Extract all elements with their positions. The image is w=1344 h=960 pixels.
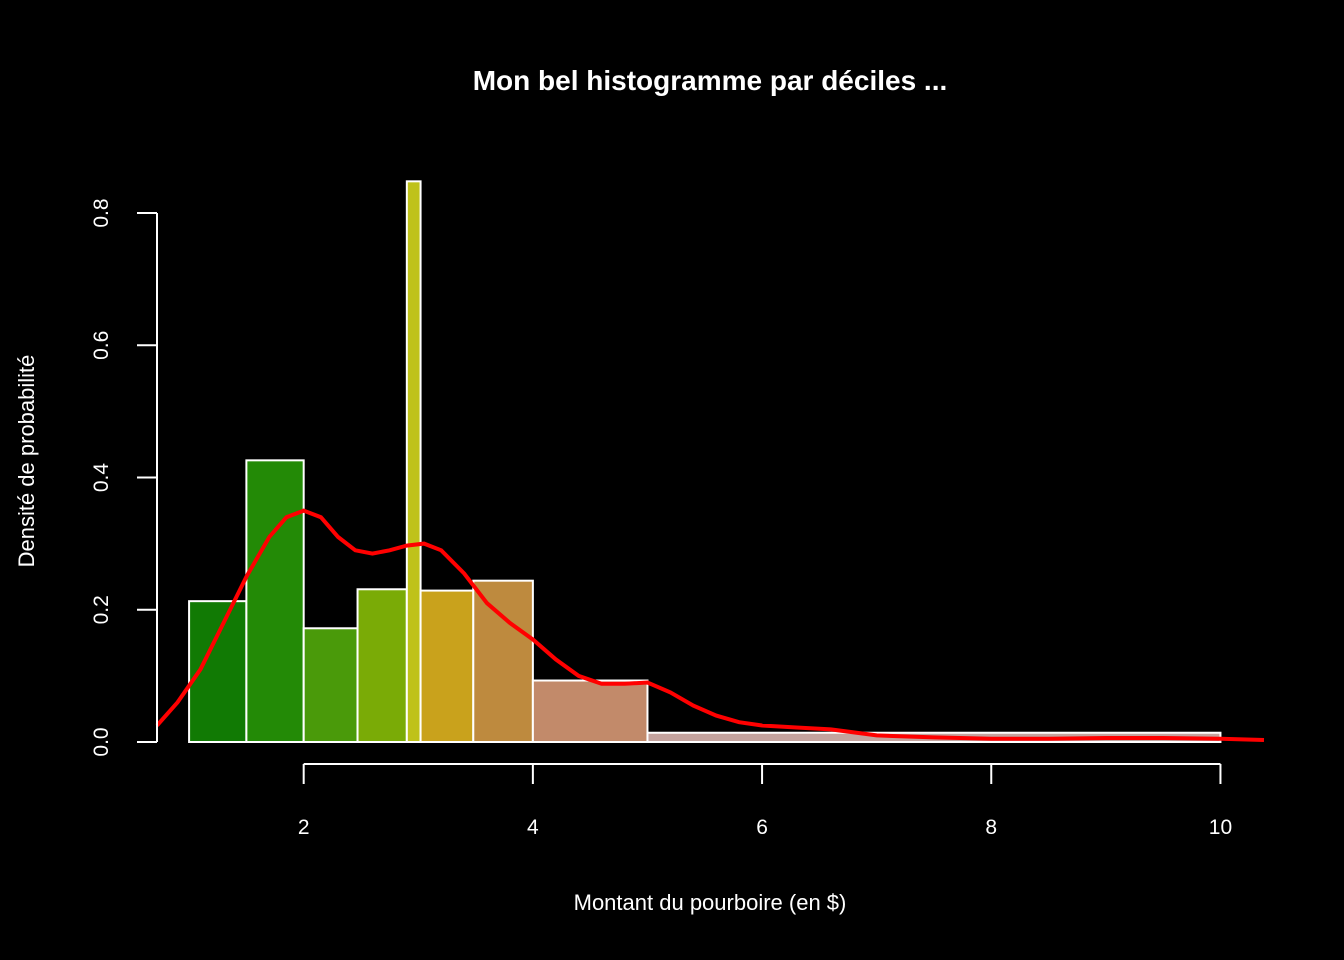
histogram-bar-2 — [245, 459, 305, 743]
histogram-bar-5 — [405, 180, 422, 744]
x-tick-label-8: 8 — [985, 816, 997, 839]
y-tick-label-1: 0.2 — [90, 595, 113, 624]
y-tick-label-0: 0.0 — [90, 727, 113, 756]
chart-title: Mon bel histogramme par déciles ... — [473, 65, 948, 96]
y-axis-label: Densité de probabilité — [14, 355, 39, 568]
y-tick-label-2: 0.4 — [90, 463, 113, 493]
histogram-bar-6 — [419, 589, 475, 743]
x-tick-label-2: 2 — [298, 816, 310, 839]
x-axis: 2 4 6 8 10 — [298, 763, 1232, 839]
x-tick-label-6: 6 — [756, 816, 768, 839]
y-axis: 0.0 0.2 0.4 0.6 0.8 — [90, 198, 158, 757]
histogram-bar-4 — [356, 588, 408, 744]
x-tick-label-10: 10 — [1209, 816, 1232, 839]
y-tick-label-3: 0.6 — [90, 331, 113, 360]
histogram-bar-7 — [472, 579, 534, 743]
y-tick-label-4: 0.8 — [90, 198, 113, 227]
histogram-bar-8 — [531, 679, 649, 743]
x-tick-label-4: 4 — [527, 816, 539, 839]
histogram-bar-3 — [302, 627, 359, 743]
x-axis-label: Montant du pourboire (en $) — [574, 890, 847, 915]
density-curve — [155, 508, 1265, 742]
